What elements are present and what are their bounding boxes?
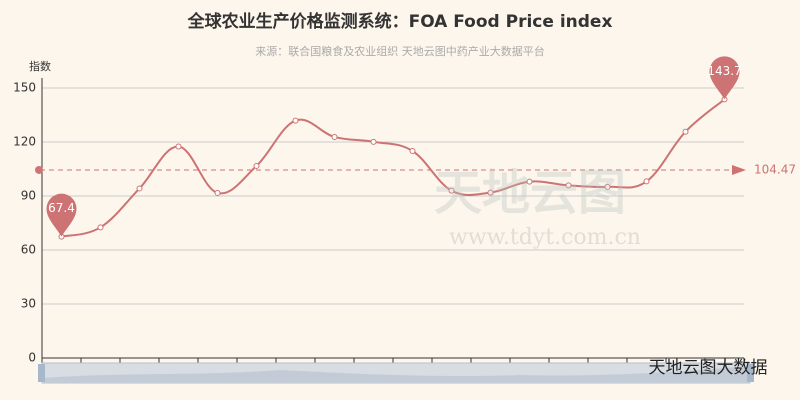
mark-pin [46,193,77,237]
point [487,189,494,196]
y-axis-label: 指数 [29,59,51,73]
y-tick-label: 150 [13,81,36,95]
y-tick-label: 90 [21,189,36,203]
point [604,183,611,190]
point [214,189,221,196]
chart-title: 全球农业生产价格监测系统：FOA Food Price index [187,11,613,32]
data-zoom[interactable] [38,362,754,384]
point [253,162,260,169]
y-tick-label: 30 [21,297,36,311]
mean-arrow [732,164,746,175]
zoom-handle[interactable] [38,364,45,382]
plot: 03060901201502005年2007年2009年2011年2013年20… [13,56,796,379]
y-tick-label: 0 [28,351,36,365]
mean-start [35,165,43,174]
y-tick-label: 120 [13,135,36,149]
footer-watermark: 天地云图大数据 [649,358,768,378]
point [526,178,533,185]
point [409,148,416,154]
chart-subtitle: 来源：联合国粮食及农业组织 天地云图中药产业大数据平台 [255,44,545,58]
point [175,143,182,150]
point [682,128,689,135]
watermark: 天地云图 www.tdyt.com.cn [434,165,641,250]
point [370,138,377,145]
point [97,224,104,231]
mark-label: 143.7 [707,64,741,78]
point [292,117,299,124]
mark-pin [709,56,740,100]
zoom-handle[interactable] [747,364,754,382]
point [643,178,650,185]
watermark-text: 天地云图 [434,165,626,221]
y-tick-label: 60 [21,243,36,257]
point [565,182,572,189]
line [61,98,726,238]
mark-label: 67.4 [48,201,75,215]
zoom-shadow [42,366,750,383]
watermark-url: www.tdyt.com.cn [449,225,641,250]
point [136,185,143,192]
point [448,187,455,194]
mean-label: 104.47 [754,162,796,176]
point [331,133,338,140]
